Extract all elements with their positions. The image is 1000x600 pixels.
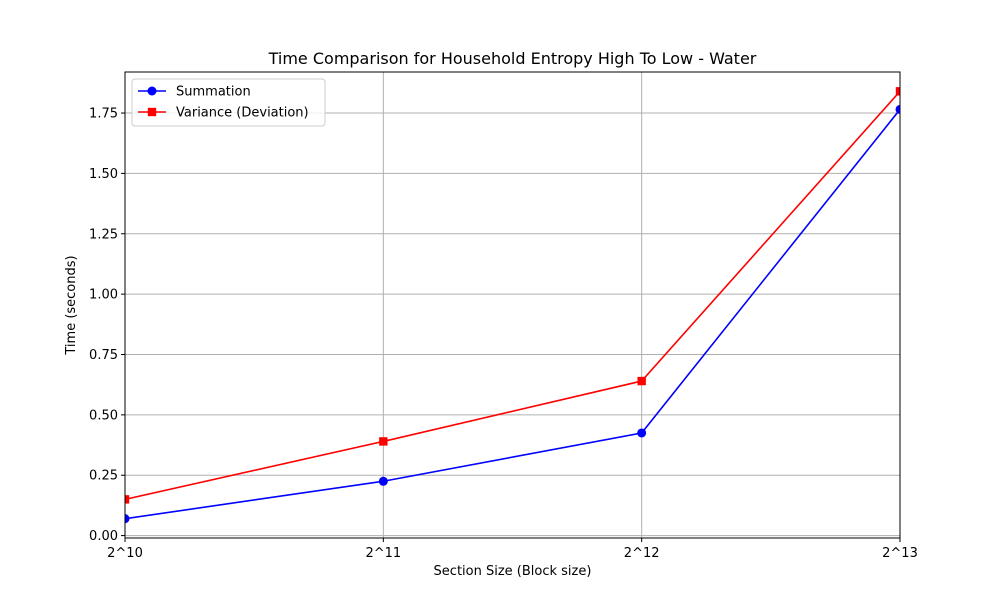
- series-group: [125, 87, 900, 524]
- x-axis-label: Section Size (Block size): [434, 564, 592, 579]
- series-line: [125, 90, 900, 501]
- axis-ticks: 2^10 2^11 2^12 2^13 0.00 0.25 0.50 0.75 1.00 1.25…: [89, 107, 918, 561]
- y-tick-label: 0.50: [89, 408, 118, 423]
- plot-frame: [124, 71, 901, 539]
- y-tick-label: 1.75: [89, 107, 118, 122]
- legend-item: Summation: [138, 85, 251, 100]
- y-tick-label: 0.75: [89, 348, 118, 363]
- legend-marker: [147, 107, 157, 117]
- y-tick-label: 1.50: [89, 167, 118, 182]
- y-tick-label: 1.25: [89, 227, 118, 242]
- data-point: [895, 104, 900, 114]
- legend: Summation Variance (Deviation): [131, 78, 326, 127]
- y-tick-label: 0.00: [89, 529, 118, 544]
- y-tick-label: 0.25: [89, 469, 118, 484]
- legend-box: [131, 78, 326, 127]
- x-tick-label: 2^12: [624, 546, 660, 561]
- grid-lines: [124, 72, 901, 538]
- data-point: [637, 376, 646, 386]
- legend-item: Variance (Deviation): [138, 106, 309, 121]
- data-point: [378, 476, 388, 486]
- legend-label: Variance (Deviation): [176, 106, 309, 121]
- chart-title: Time Comparison for Household Entropy Hi…: [268, 49, 757, 68]
- data-point: [125, 514, 130, 524]
- data-point: [125, 495, 130, 504]
- data-point: [637, 428, 647, 438]
- x-tick-label: 2^11: [365, 546, 401, 561]
- data-point: [895, 87, 900, 96]
- series-variance-deviation: [125, 87, 900, 504]
- legend-label: Summation: [176, 85, 251, 100]
- y-tick-label: 1.00: [89, 288, 118, 303]
- data-point: [379, 437, 388, 446]
- x-tick-label: 2^10: [107, 546, 143, 561]
- y-axis-label: Time (seconds): [64, 255, 79, 355]
- legend-marker: [147, 86, 157, 96]
- x-tick-label: 2^13: [882, 546, 918, 561]
- series-summation: [125, 104, 900, 524]
- series-line: [125, 108, 900, 520]
